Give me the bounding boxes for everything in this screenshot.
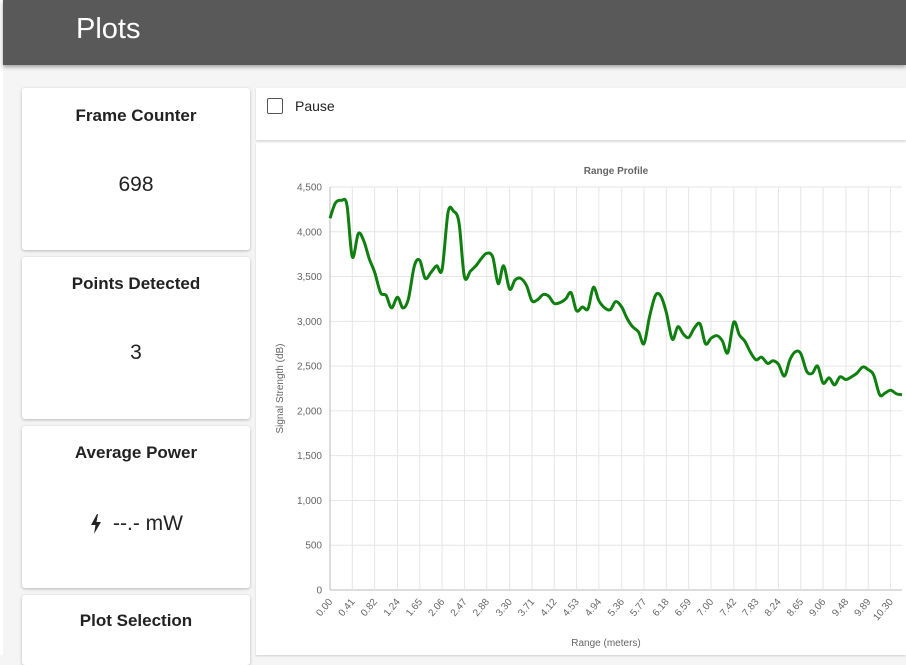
x-tick-label: 10.30 [871, 597, 896, 624]
x-tick-label: 1.24 [382, 597, 403, 619]
lightning-bolt-icon [91, 514, 102, 534]
app-bar: Plots [3, 0, 906, 65]
y-tick-label: 2,500 [297, 362, 322, 373]
frame-counter-title: Frame Counter [75, 106, 197, 125]
x-tick-label: 7.83 [741, 597, 762, 619]
window-edge [0, 0, 3, 655]
x-tick-label: 7.00 [695, 597, 716, 619]
y-tick-label: 4,500 [297, 183, 322, 194]
pause-label[interactable]: Pause [295, 98, 335, 114]
x-tick-label: 4.12 [539, 597, 560, 619]
y-tick-label: 3,000 [297, 317, 322, 328]
y-tick-label: 500 [305, 541, 322, 552]
average-power-row: --.- mW [22, 512, 250, 536]
x-tick-label: 2.47 [449, 597, 470, 619]
y-tick-label: 3,500 [297, 272, 322, 283]
y-tick-label: 4,000 [297, 227, 322, 238]
x-tick-label: 4.53 [561, 597, 582, 619]
x-tick-label: 3.71 [516, 597, 537, 619]
x-tick-label: 5.36 [606, 597, 627, 619]
x-tick-label: 7.42 [718, 597, 739, 619]
x-tick-label: 2.06 [426, 597, 447, 619]
x-tick-label: 6.18 [651, 597, 672, 619]
chart-title: Range Profile [584, 166, 649, 177]
y-tick-label: 2,000 [297, 406, 322, 417]
x-tick-label: 8.24 [763, 597, 784, 619]
x-tick-label: 0.82 [359, 597, 380, 619]
x-tick-label: 2.88 [471, 597, 492, 619]
points-detected-card: Points Detected 3 [22, 257, 250, 419]
points-detected-value: 3 [130, 341, 142, 364]
average-power-value: --.- mW [113, 512, 183, 535]
points-detected-title: Points Detected [71, 274, 201, 293]
x-tick-label: 3.30 [494, 597, 515, 619]
y-tick-label: 0 [316, 586, 322, 597]
x-tick-label: 4.94 [583, 597, 604, 619]
x-tick-label: 8.65 [785, 597, 806, 619]
page-title: Plots [76, 13, 141, 45]
range-profile-chart: Range Profile 0 500 1,000 1,500 2,000 2,500 3,0… [275, 166, 903, 649]
x-tick-label: 5.77 [628, 597, 649, 619]
plot-selection-card: Plot Selection [22, 595, 250, 665]
y-tick-label: 1,500 [297, 451, 322, 462]
pause-checkbox[interactable] [267, 98, 283, 114]
range-profile-panel: Range Profile 0 500 1,000 1,500 2,000 2,500 3,0… [256, 143, 906, 655]
y-axis-title: Signal Strength (dB) [275, 343, 286, 433]
x-tick-label: 6.59 [673, 597, 694, 619]
signal-series-line [328, 197, 903, 398]
average-power-title: Average Power [74, 443, 198, 462]
pause-toolbar: Pause [256, 88, 906, 140]
frame-counter-card: Frame Counter 698 [22, 88, 250, 250]
average-power-card: Average Power --.- mW [22, 426, 250, 588]
plot-selection-title: Plot Selection [79, 611, 193, 630]
x-tick-label: 0.00 [314, 597, 335, 619]
frame-counter-value: 698 [118, 173, 154, 196]
x-tick-label: 1.65 [404, 597, 425, 619]
x-tick-label: 9.48 [830, 597, 851, 619]
y-tick-label: 1,000 [297, 496, 322, 507]
x-tick-label: 9.06 [807, 597, 828, 619]
x-axis-title: Range (meters) [571, 638, 640, 649]
x-tick-label: 0.41 [337, 597, 358, 619]
